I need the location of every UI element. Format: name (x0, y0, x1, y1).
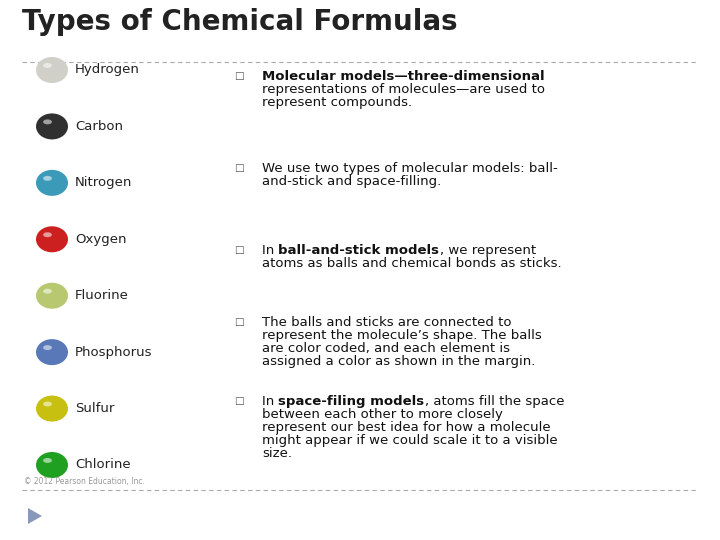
Text: size.: size. (262, 447, 292, 460)
Ellipse shape (43, 176, 52, 181)
Ellipse shape (36, 226, 68, 252)
Text: The balls and sticks are connected to: The balls and sticks are connected to (262, 316, 511, 329)
Ellipse shape (43, 345, 52, 350)
Text: Carbon: Carbon (75, 120, 123, 133)
Text: □: □ (234, 71, 244, 81)
Text: assigned a color as shown in the margin.: assigned a color as shown in the margin. (262, 355, 536, 368)
Ellipse shape (43, 289, 52, 294)
Text: □: □ (234, 317, 244, 327)
Text: Phosphorus: Phosphorus (75, 346, 153, 359)
Text: In: In (262, 395, 279, 408)
Text: Types of Chemical Formulas: Types of Chemical Formulas (22, 8, 458, 36)
Ellipse shape (43, 119, 52, 124)
Text: are color coded, and each element is: are color coded, and each element is (262, 342, 510, 355)
Ellipse shape (36, 396, 68, 422)
Text: represent compounds.: represent compounds. (262, 96, 412, 109)
Text: space-filing models: space-filing models (279, 395, 425, 408)
Ellipse shape (43, 63, 52, 68)
Text: atoms as balls and chemical bonds as sticks.: atoms as balls and chemical bonds as sti… (262, 257, 562, 270)
Text: representations of molecules—are used to: representations of molecules—are used to (262, 83, 545, 96)
Text: represent the molecule’s shape. The balls: represent the molecule’s shape. The ball… (262, 329, 541, 342)
Text: Fluorine: Fluorine (75, 289, 129, 302)
Text: □: □ (234, 163, 244, 173)
Ellipse shape (43, 458, 52, 463)
Ellipse shape (43, 402, 52, 407)
Text: Chlorine: Chlorine (75, 458, 130, 471)
Ellipse shape (36, 339, 68, 365)
Text: Molecular models—three-dimensional: Molecular models—three-dimensional (262, 70, 544, 83)
Text: In: In (262, 244, 279, 257)
Text: , atoms fill the space: , atoms fill the space (425, 395, 564, 408)
Text: Oxygen: Oxygen (75, 233, 127, 246)
Text: □: □ (234, 396, 244, 406)
Text: □: □ (234, 245, 244, 255)
Text: Sulfur: Sulfur (75, 402, 114, 415)
Ellipse shape (43, 232, 52, 237)
Polygon shape (28, 508, 42, 524)
Ellipse shape (36, 452, 68, 478)
Text: ball-and-stick models: ball-and-stick models (279, 244, 439, 257)
Text: Hydrogen: Hydrogen (75, 64, 140, 77)
Text: between each other to more closely: between each other to more closely (262, 408, 503, 421)
Ellipse shape (36, 113, 68, 139)
Text: , we represent: , we represent (439, 244, 536, 257)
Text: © 2012 Pearson Education, Inc.: © 2012 Pearson Education, Inc. (24, 477, 145, 486)
Text: and-stick and space-filling.: and-stick and space-filling. (262, 175, 441, 188)
Text: Nitrogen: Nitrogen (75, 177, 132, 190)
Text: represent our best idea for how a molecule: represent our best idea for how a molecu… (262, 421, 551, 434)
Ellipse shape (36, 57, 68, 83)
Ellipse shape (36, 283, 68, 309)
Text: might appear if we could scale it to a visible: might appear if we could scale it to a v… (262, 434, 557, 447)
Ellipse shape (36, 170, 68, 196)
Text: We use two types of molecular models: ball-: We use two types of molecular models: ba… (262, 162, 558, 175)
